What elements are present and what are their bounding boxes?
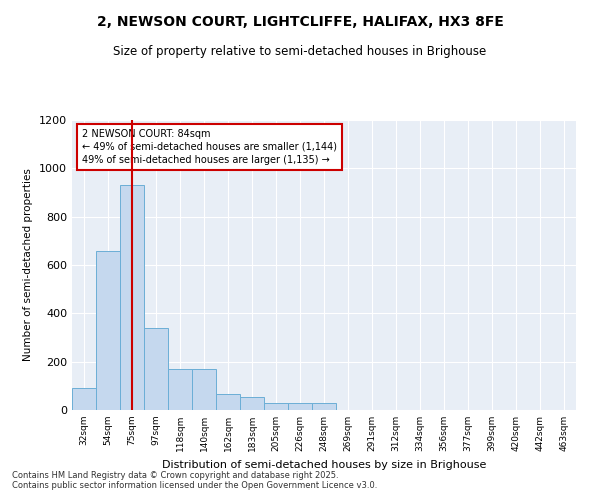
Bar [192, 369, 216, 410]
Bar [288, 403, 312, 410]
Bar [216, 394, 240, 410]
Bar [240, 396, 264, 410]
Bar [144, 328, 168, 410]
Text: 2, NEWSON COURT, LIGHTCLIFFE, HALIFAX, HX3 8FE: 2, NEWSON COURT, LIGHTCLIFFE, HALIFAX, H… [97, 15, 503, 29]
Bar [168, 369, 192, 410]
Bar [312, 403, 336, 410]
Bar [72, 388, 96, 410]
Bar [120, 185, 144, 410]
Y-axis label: Number of semi-detached properties: Number of semi-detached properties [23, 168, 34, 362]
Text: Size of property relative to semi-detached houses in Brighouse: Size of property relative to semi-detach… [113, 45, 487, 58]
Bar [96, 250, 120, 410]
Bar [264, 403, 288, 410]
Text: 2 NEWSON COURT: 84sqm
← 49% of semi-detached houses are smaller (1,144)
49% of s: 2 NEWSON COURT: 84sqm ← 49% of semi-deta… [82, 128, 337, 165]
X-axis label: Distribution of semi-detached houses by size in Brighouse: Distribution of semi-detached houses by … [162, 460, 486, 469]
Text: Contains HM Land Registry data © Crown copyright and database right 2025.
Contai: Contains HM Land Registry data © Crown c… [12, 470, 377, 490]
